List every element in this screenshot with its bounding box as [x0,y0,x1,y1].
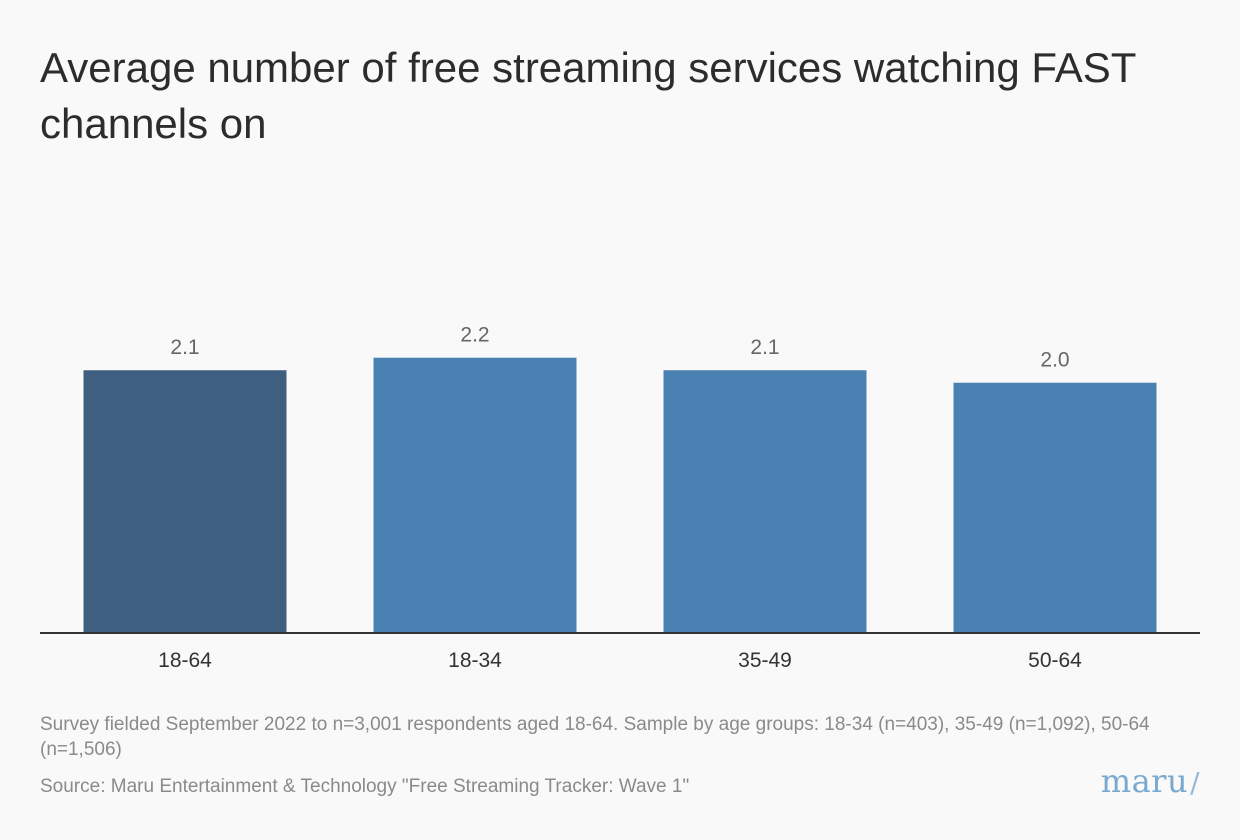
value-label-18-64: 2.1 [170,336,199,359]
value-label-35-49: 2.1 [750,336,779,359]
category-label-35-49: 35-49 [738,649,792,672]
bar-chart: 2.1 18-64 2.2 18-34 2.1 35-49 2.0 50-64 [40,324,1200,672]
chart-title: Average number of free streaming service… [40,44,1136,147]
bar-50-64 [953,382,1157,633]
category-label-50-64: 50-64 [1028,649,1082,672]
logo-slash: / [1190,766,1200,799]
value-label-18-34: 2.2 [460,324,489,347]
category-label-18-64: 18-64 [158,649,212,672]
category-label-18-34: 18-34 [448,649,502,672]
logo-text: maru [1100,762,1189,800]
maru-logo: maru/ [1101,762,1200,800]
bar-18-34 [373,357,577,633]
survey-note: Survey fielded September 2022 to n=3,001… [40,714,1150,760]
bar-18-64 [83,370,287,633]
value-label-50-64: 2.0 [1040,349,1069,372]
source-text: Source: Maru Entertainment & Technology … [40,776,690,797]
bar-35-49 [663,370,867,633]
